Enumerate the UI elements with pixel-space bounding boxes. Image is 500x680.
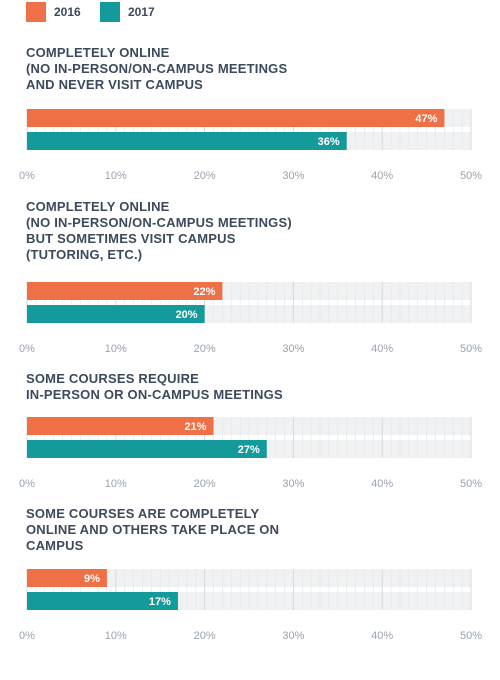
bar-2016 xyxy=(27,109,445,127)
chart-title: SOME COURSES ARE COMPLETELY ONLINE AND O… xyxy=(26,506,486,554)
bar-2016 xyxy=(27,282,223,300)
chart-title: COMPLETELY ONLINE (NO IN-PERSON/ON-CAMPU… xyxy=(26,45,486,93)
x-tick-label: 30% xyxy=(282,343,304,355)
chart-title-line: ONLINE AND OTHERS TAKE PLACE ON xyxy=(26,522,280,537)
bar-2016 xyxy=(27,569,107,587)
x-tick-label: 40% xyxy=(371,170,393,182)
chart-title-line: (NO IN-PERSON/ON-CAMPUS MEETINGS) xyxy=(26,215,292,230)
x-tick-label: 20% xyxy=(194,630,216,642)
bar-value-label: 22% xyxy=(193,286,215,298)
legend-swatch-2017 xyxy=(100,2,120,22)
bar-value-label: 20% xyxy=(176,309,198,321)
chart-title-line: SOME COURSES ARE COMPLETELY xyxy=(26,506,260,521)
x-tick-label: 50% xyxy=(460,343,482,355)
bar-plot: 47% 36% 0% 10% 20% 30% 40% 50% xyxy=(19,109,482,182)
bar-value-label: 36% xyxy=(318,136,340,148)
x-tick-label: 30% xyxy=(282,630,304,642)
x-tick-label: 30% xyxy=(282,478,304,490)
bar-plot: 22% 20% 0% 10% 20% 30% 40% 50% xyxy=(19,282,482,355)
x-tick-label: 0% xyxy=(19,170,35,182)
x-tick-label: 30% xyxy=(282,170,304,182)
x-tick-label: 20% xyxy=(194,478,216,490)
chart-title-line: CAMPUS xyxy=(26,538,84,553)
bar-value-label: 17% xyxy=(149,596,171,608)
chart-title-line: SOME COURSES REQUIRE xyxy=(26,371,200,386)
chart-title: COMPLETELY ONLINE (NO IN-PERSON/ON-CAMPU… xyxy=(26,199,486,263)
bar-2017 xyxy=(27,592,178,610)
x-tick-label: 20% xyxy=(194,170,216,182)
bar-value-label: 21% xyxy=(184,421,206,433)
chart-title-line: (TUTORING, ETC.) xyxy=(26,247,143,262)
x-tick-label: 40% xyxy=(371,343,393,355)
chart-title-line: IN-PERSON OR ON-CAMPUS MEETINGS xyxy=(26,387,283,402)
chart-title-line: BUT SOMETIMES VISIT CAMPUS xyxy=(26,231,236,246)
bar-2016 xyxy=(27,417,214,435)
chart-title-line: COMPLETELY ONLINE xyxy=(26,199,170,214)
bar-2017 xyxy=(27,305,205,323)
x-tick-label: 10% xyxy=(105,478,127,490)
x-tick-label: 50% xyxy=(460,630,482,642)
x-tick-label: 40% xyxy=(371,630,393,642)
bar-2017 xyxy=(27,440,267,458)
chart-title: SOME COURSES REQUIRE IN-PERSON OR ON-CAM… xyxy=(26,371,486,403)
bar-plot: 9% 17% 0% 10% 20% 30% 40% 50% xyxy=(19,569,482,642)
x-tick-label: 0% xyxy=(19,343,35,355)
x-tick-label: 10% xyxy=(105,343,127,355)
x-tick-label: 10% xyxy=(105,170,127,182)
legend-label-2016: 2016 xyxy=(54,5,81,19)
bar-2017 xyxy=(27,132,347,150)
x-tick-label: 10% xyxy=(105,630,127,642)
x-tick-label: 50% xyxy=(460,478,482,490)
x-tick-label: 0% xyxy=(19,630,35,642)
x-tick-label: 40% xyxy=(371,478,393,490)
bar-value-label: 47% xyxy=(415,113,437,125)
bar-value-label: 27% xyxy=(238,444,260,456)
chart-title-line: AND NEVER VISIT CAMPUS xyxy=(26,77,204,92)
legend-swatch-2016 xyxy=(26,2,46,22)
x-tick-label: 50% xyxy=(460,170,482,182)
chart-title-line: COMPLETELY ONLINE xyxy=(26,45,170,60)
chart-title-line: (NO IN-PERSON/ON-CAMPUS MEETINGS xyxy=(26,61,288,76)
bar-value-label: 9% xyxy=(84,573,100,585)
bar-plot: 21% 27% 0% 10% 20% 30% 40% 50% xyxy=(19,417,482,490)
x-tick-label: 20% xyxy=(194,343,216,355)
legend-label-2017: 2017 xyxy=(128,5,155,19)
x-tick-label: 0% xyxy=(19,478,35,490)
